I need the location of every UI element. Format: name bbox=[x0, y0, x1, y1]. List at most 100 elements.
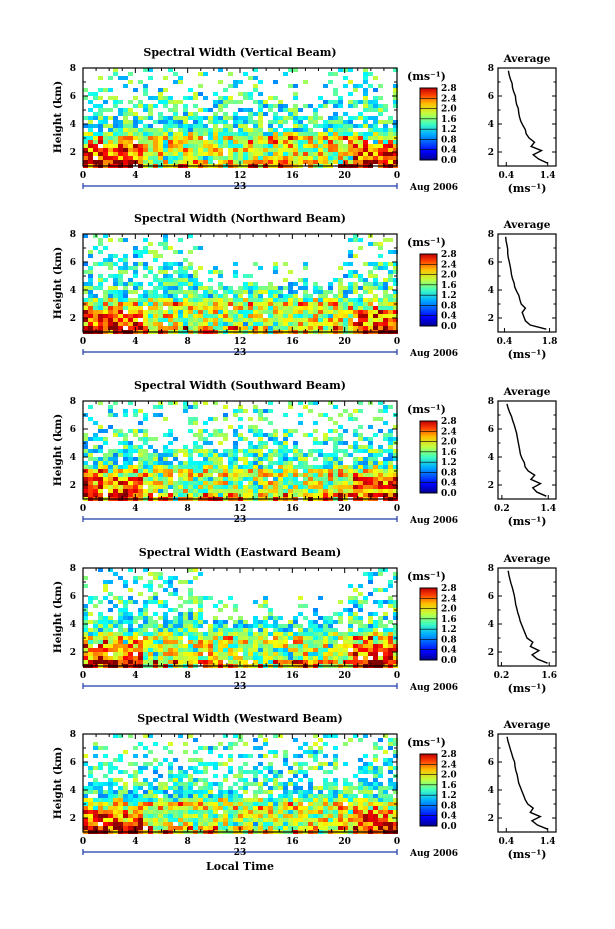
heatmap-cell bbox=[148, 76, 153, 80]
date-month-label: Aug 2006 bbox=[409, 516, 458, 526]
heatmap-cell bbox=[248, 156, 253, 160]
heatmap-cell bbox=[388, 437, 393, 441]
heatmap-cell bbox=[188, 128, 193, 132]
heatmap-cell bbox=[283, 762, 288, 766]
heatmap-cell bbox=[88, 786, 93, 790]
heatmap-cell bbox=[333, 782, 338, 786]
heatmap-cell bbox=[238, 140, 243, 144]
heatmap-cell bbox=[118, 132, 123, 136]
heatmap-cell bbox=[383, 318, 388, 322]
heatmap-cell bbox=[373, 144, 378, 148]
heatmap-cell bbox=[98, 445, 103, 449]
heatmap-cell bbox=[123, 770, 128, 774]
heatmap-cell bbox=[148, 620, 153, 624]
heatmap-cell bbox=[253, 624, 258, 628]
heatmap-cell bbox=[248, 481, 253, 485]
heatmap-cell bbox=[108, 457, 113, 461]
heatmap-cell bbox=[188, 112, 193, 116]
heatmap-cell bbox=[223, 604, 228, 608]
heatmap-cell bbox=[103, 465, 108, 469]
heatmap-cell bbox=[343, 762, 348, 766]
heatmap-cell bbox=[318, 286, 323, 290]
heatmap-cell bbox=[88, 489, 93, 493]
heatmap-cell bbox=[178, 278, 183, 282]
heatmap-cell bbox=[103, 481, 108, 485]
heatmap-cell bbox=[373, 766, 378, 770]
heatmap-cell bbox=[143, 294, 148, 298]
heatmap-cell bbox=[98, 425, 103, 429]
heatmap-cell bbox=[153, 477, 158, 481]
heatmap-cell bbox=[378, 774, 383, 778]
heatmap-cell bbox=[183, 152, 188, 156]
heatmap-cell bbox=[353, 144, 358, 148]
heatmap-cell bbox=[233, 429, 238, 433]
heatmap-cell bbox=[138, 294, 143, 298]
heatmap-cell bbox=[248, 306, 253, 310]
heatmap-cell bbox=[253, 620, 258, 624]
heatmap-cell bbox=[313, 477, 318, 481]
heatmap-cell bbox=[163, 246, 168, 250]
heatmap-cell bbox=[278, 160, 283, 164]
heatmap-cell bbox=[208, 417, 213, 421]
heatmap-cell bbox=[253, 306, 258, 310]
heatmap-cell bbox=[388, 405, 393, 409]
heatmap-cell bbox=[143, 568, 148, 572]
heatmap-cell bbox=[128, 112, 133, 116]
heatmap-cell bbox=[93, 298, 98, 302]
heatmap-cell bbox=[238, 481, 243, 485]
heatmap-cell bbox=[383, 136, 388, 140]
heatmap-cell bbox=[128, 120, 133, 124]
heatmap-cell bbox=[393, 790, 398, 794]
heatmap-cell bbox=[138, 314, 143, 318]
heatmap-cell bbox=[343, 648, 348, 652]
heatmap-cell bbox=[338, 794, 343, 798]
heatmap-cell bbox=[138, 254, 143, 258]
heatmap-cell bbox=[293, 485, 298, 489]
heatmap-cell bbox=[213, 493, 218, 497]
heatmap-cell bbox=[103, 774, 108, 778]
heatmap-cell bbox=[163, 660, 168, 664]
heatmap-cell bbox=[388, 156, 393, 160]
heatmap-cell bbox=[303, 656, 308, 660]
heatmap-cell bbox=[173, 790, 178, 794]
heatmap-cell bbox=[88, 405, 93, 409]
heatmap-cell bbox=[203, 116, 208, 120]
heatmap-cell bbox=[103, 644, 108, 648]
heatmap-cell bbox=[268, 802, 273, 806]
heatmap-cell bbox=[278, 286, 283, 290]
heatmap-cell bbox=[348, 262, 353, 266]
heatmap-cell bbox=[203, 314, 208, 318]
heatmap-cell bbox=[308, 640, 313, 644]
heatmap-cell bbox=[103, 580, 108, 584]
heatmap-cell bbox=[208, 750, 213, 754]
heatmap-cell bbox=[188, 612, 193, 616]
heatmap-cell bbox=[113, 429, 118, 433]
heatmap-cell bbox=[183, 477, 188, 481]
heatmap-cell bbox=[258, 802, 263, 806]
heatmap-cell bbox=[328, 790, 333, 794]
heatmap-cell bbox=[138, 322, 143, 326]
heatmap-cell bbox=[393, 290, 398, 294]
profile-y-tick-label: 2 bbox=[488, 314, 494, 324]
heatmap-cell bbox=[373, 116, 378, 120]
heatmap-cell bbox=[253, 160, 258, 164]
heatmap-cell bbox=[288, 156, 293, 160]
heatmap-cell bbox=[243, 120, 248, 124]
heatmap-cell bbox=[108, 160, 113, 164]
heatmap-cell bbox=[313, 144, 318, 148]
heatmap-cell bbox=[203, 294, 208, 298]
heatmap-cell bbox=[153, 778, 158, 782]
heatmap-cell bbox=[248, 286, 253, 290]
heatmap-cell bbox=[388, 449, 393, 453]
heatmap-cell bbox=[233, 608, 238, 612]
heatmap-cell bbox=[328, 461, 333, 465]
heatmap-cell bbox=[173, 140, 178, 144]
heatmap-cell bbox=[113, 290, 118, 294]
heatmap-cell bbox=[108, 258, 113, 262]
heatmap-cell bbox=[293, 802, 298, 806]
heatmap-cell bbox=[383, 144, 388, 148]
heatmap-cell bbox=[198, 473, 203, 477]
heatmap-cell bbox=[198, 632, 203, 636]
heatmap-cell bbox=[348, 144, 353, 148]
heatmap-cell bbox=[293, 738, 298, 742]
